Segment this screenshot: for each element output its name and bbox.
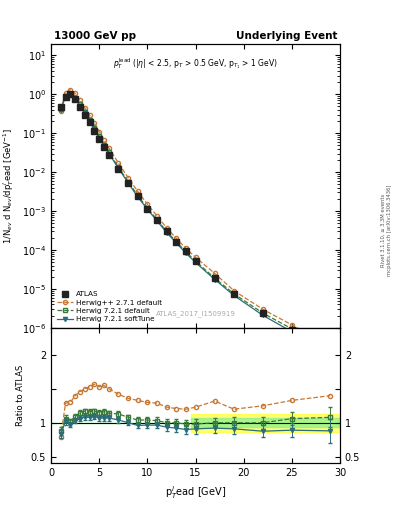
Y-axis label: Ratio to ATLAS: Ratio to ATLAS [16,365,25,426]
Text: Underlying Event: Underlying Event [235,31,337,40]
Bar [191,414,340,432]
Legend: ATLAS, Herwig++ 2.7.1 default, Herwig 7.2.1 default, Herwig 7.2.1 softTune: ATLAS, Herwig++ 2.7.1 default, Herwig 7.… [55,289,164,324]
Text: Rivet 3.1.10, ≥ 3.3M events: Rivet 3.1.10, ≥ 3.3M events [381,194,386,267]
Text: ATLAS_2017_I1509919: ATLAS_2017_I1509919 [156,310,235,316]
Bar [191,418,340,428]
Text: $p_T^{\rm lead}$ ($|\eta|$ < 2.5, p$_T$ > 0.5 GeV, p$_{T_1}$ > 1 GeV): $p_T^{\rm lead}$ ($|\eta|$ < 2.5, p$_T$ … [113,56,278,71]
Text: 13000 GeV pp: 13000 GeV pp [54,31,136,40]
Text: mcplots.cern.ch [arXiv:1306.3436]: mcplots.cern.ch [arXiv:1306.3436] [387,185,391,276]
X-axis label: p$_T^l$ead [GeV]: p$_T^l$ead [GeV] [165,484,226,501]
Y-axis label: 1/N$_{ev}$ d N$_{ev}$/dp$_T^l$ead [GeV$^{-1}$]: 1/N$_{ev}$ d N$_{ev}$/dp$_T^l$ead [GeV$^… [2,128,17,244]
